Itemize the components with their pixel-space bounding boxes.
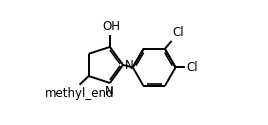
Text: Cl: Cl bbox=[186, 61, 198, 74]
Text: N: N bbox=[125, 59, 133, 72]
Text: N: N bbox=[105, 85, 114, 98]
Text: OH: OH bbox=[102, 20, 120, 33]
Text: Cl: Cl bbox=[172, 26, 184, 40]
Text: methyl_end: methyl_end bbox=[45, 87, 114, 100]
